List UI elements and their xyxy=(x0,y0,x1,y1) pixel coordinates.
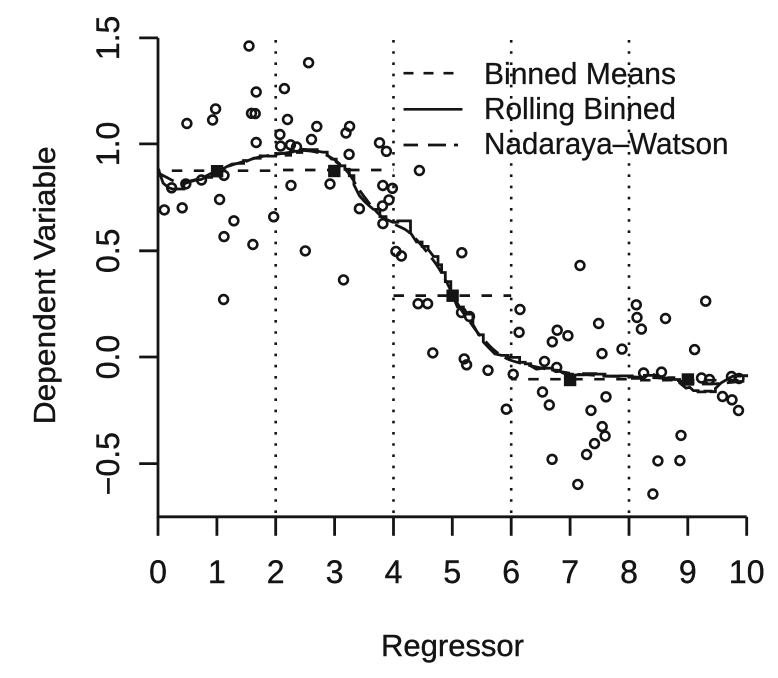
svg-text:1: 1 xyxy=(208,554,226,590)
svg-text:6: 6 xyxy=(502,554,520,590)
svg-text:8: 8 xyxy=(620,554,638,590)
svg-text:7: 7 xyxy=(561,554,579,590)
svg-text:0.0: 0.0 xyxy=(90,335,126,379)
svg-text:Regressor: Regressor xyxy=(381,628,524,663)
svg-text:0.5: 0.5 xyxy=(90,229,126,273)
svg-text:−0.5: −0.5 xyxy=(90,432,126,495)
svg-text:1.5: 1.5 xyxy=(90,16,126,60)
svg-text:9: 9 xyxy=(679,554,697,590)
svg-text:Nadaraya–Watson: Nadaraya–Watson xyxy=(484,126,729,161)
svg-text:2: 2 xyxy=(267,554,285,590)
svg-text:Rolling Binned: Rolling Binned xyxy=(484,91,676,126)
svg-text:Dependent Variable: Dependent Variable xyxy=(27,146,62,424)
svg-text:10: 10 xyxy=(729,554,765,590)
svg-text:Binned Means: Binned Means xyxy=(484,56,676,91)
svg-text:4: 4 xyxy=(385,554,403,590)
svg-text:1.0: 1.0 xyxy=(90,122,126,166)
svg-text:0: 0 xyxy=(149,554,167,590)
svg-text:5: 5 xyxy=(443,554,461,590)
svg-text:3: 3 xyxy=(326,554,344,590)
